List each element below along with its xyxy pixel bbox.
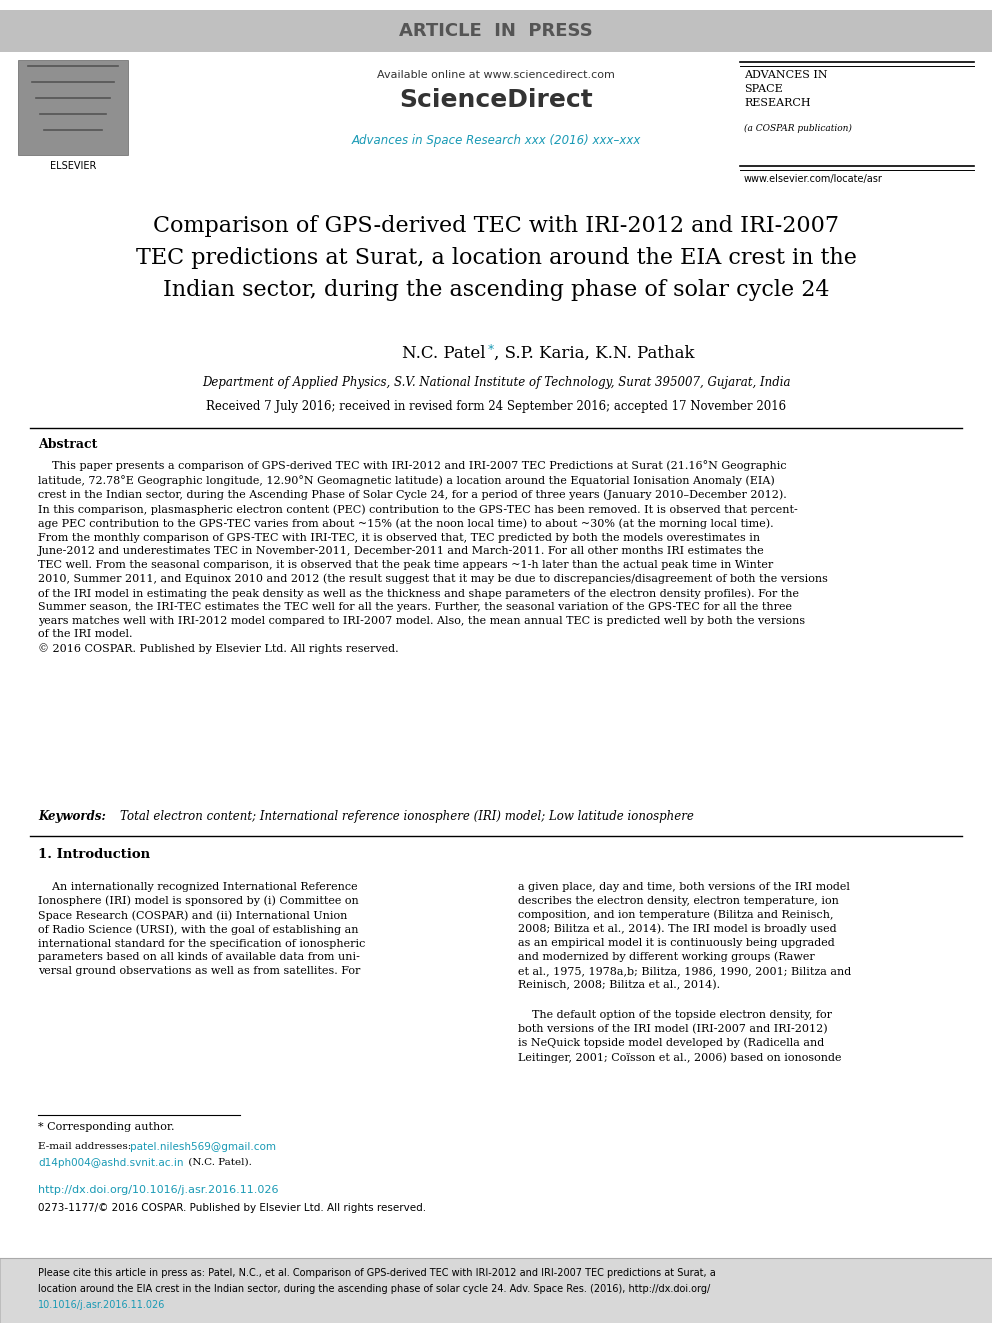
Text: location around the EIA crest in the Indian sector, during the ascending phase o: location around the EIA crest in the Ind… bbox=[38, 1285, 710, 1294]
Text: 1. Introduction: 1. Introduction bbox=[38, 848, 150, 861]
Text: The default option of the topside electron density, for
both versions of the IRI: The default option of the topside electr… bbox=[518, 1009, 841, 1062]
Text: http://dx.doi.org/10.1016/j.asr.2016.11.026: http://dx.doi.org/10.1016/j.asr.2016.11.… bbox=[38, 1185, 279, 1195]
Text: (a COSPAR publication): (a COSPAR publication) bbox=[744, 124, 852, 134]
Text: Received 7 July 2016; received in revised form 24 September 2016; accepted 17 No: Received 7 July 2016; received in revise… bbox=[206, 400, 786, 413]
Text: This paper presents a comparison of GPS-derived TEC with IRI-2012 and IRI-2007 T: This paper presents a comparison of GPS-… bbox=[38, 460, 828, 654]
Bar bbox=[18, 60, 128, 155]
Text: ARTICLE  IN  PRESS: ARTICLE IN PRESS bbox=[399, 22, 593, 40]
Text: 10.1016/j.asr.2016.11.026: 10.1016/j.asr.2016.11.026 bbox=[38, 1301, 166, 1310]
Text: Advances in Space Research xxx (2016) xxx–xxx: Advances in Space Research xxx (2016) xx… bbox=[351, 134, 641, 147]
Text: An internationally recognized International Reference
Ionosphere (IRI) model is : An internationally recognized Internatio… bbox=[38, 882, 365, 976]
Text: ADVANCES IN
SPACE
RESEARCH: ADVANCES IN SPACE RESEARCH bbox=[744, 70, 827, 108]
Text: a given place, day and time, both versions of the IRI model
describes the electr: a given place, day and time, both versio… bbox=[518, 882, 851, 990]
Text: patel.nilesh569@gmail.com: patel.nilesh569@gmail.com bbox=[130, 1142, 276, 1152]
Text: www.elsevier.com/locate/asr: www.elsevier.com/locate/asr bbox=[744, 175, 883, 184]
Text: *: * bbox=[488, 343, 494, 356]
Text: Department of Applied Physics, S.V. National Institute of Technology, Surat 3950: Department of Applied Physics, S.V. Nati… bbox=[201, 376, 791, 389]
Bar bbox=[0, 1258, 992, 1323]
Bar bbox=[0, 11, 992, 52]
Text: E-mail addresses:: E-mail addresses: bbox=[38, 1142, 131, 1151]
Text: N.C. Patel: N.C. Patel bbox=[403, 345, 486, 363]
Text: Please cite this article in press as: Patel, N.C., et al. Comparison of GPS-deri: Please cite this article in press as: Pa… bbox=[38, 1267, 716, 1278]
Text: d14ph004@ashd.svnit.ac.in: d14ph004@ashd.svnit.ac.in bbox=[38, 1158, 184, 1168]
Text: * Corresponding author.: * Corresponding author. bbox=[38, 1122, 175, 1132]
Text: ScienceDirect: ScienceDirect bbox=[399, 89, 593, 112]
Text: ELSEVIER: ELSEVIER bbox=[50, 161, 96, 171]
Text: (N.C. Patel).: (N.C. Patel). bbox=[185, 1158, 252, 1167]
Text: Total electron content; International reference ionosphere (IRI) model; Low lati: Total electron content; International re… bbox=[120, 810, 693, 823]
Text: Available online at www.sciencedirect.com: Available online at www.sciencedirect.co… bbox=[377, 70, 615, 79]
Text: Abstract: Abstract bbox=[38, 438, 97, 451]
Text: Keywords:: Keywords: bbox=[38, 810, 106, 823]
Text: , S.P. Karia, K.N. Pathak: , S.P. Karia, K.N. Pathak bbox=[494, 345, 694, 363]
Text: 0273-1177/© 2016 COSPAR. Published by Elsevier Ltd. All rights reserved.: 0273-1177/© 2016 COSPAR. Published by El… bbox=[38, 1203, 427, 1213]
Text: Comparison of GPS-derived TEC with IRI-2012 and IRI-2007
TEC predictions at Sura: Comparison of GPS-derived TEC with IRI-2… bbox=[136, 216, 856, 302]
